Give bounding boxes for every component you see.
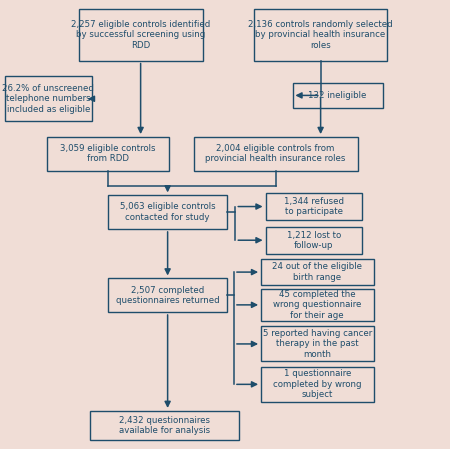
FancyBboxPatch shape bbox=[108, 278, 227, 312]
FancyBboxPatch shape bbox=[261, 289, 374, 321]
FancyBboxPatch shape bbox=[4, 76, 92, 121]
FancyBboxPatch shape bbox=[292, 83, 382, 108]
Text: 24 out of the eligible
birth range: 24 out of the eligible birth range bbox=[272, 262, 362, 282]
FancyBboxPatch shape bbox=[254, 9, 387, 61]
Text: 5 reported having cancer
therapy in the past
month: 5 reported having cancer therapy in the … bbox=[263, 329, 372, 359]
FancyBboxPatch shape bbox=[261, 367, 374, 402]
Text: 3,059 eligible controls
from RDD: 3,059 eligible controls from RDD bbox=[60, 144, 156, 163]
Text: 2,432 questionnaires
available for analysis: 2,432 questionnaires available for analy… bbox=[119, 416, 210, 435]
Text: 1,212 lost to
follow-up: 1,212 lost to follow-up bbox=[287, 230, 341, 250]
FancyBboxPatch shape bbox=[47, 137, 169, 171]
Text: 45 completed the
wrong questionnaire
for their age: 45 completed the wrong questionnaire for… bbox=[273, 290, 361, 320]
FancyBboxPatch shape bbox=[261, 326, 374, 361]
Text: 132 ineligible: 132 ineligible bbox=[308, 91, 367, 100]
FancyBboxPatch shape bbox=[90, 411, 238, 440]
Text: 26.2% of unscreened
telephone numbers
included as eligible: 26.2% of unscreened telephone numbers in… bbox=[2, 84, 94, 114]
Text: 1,344 refused
to participate: 1,344 refused to participate bbox=[284, 197, 344, 216]
FancyBboxPatch shape bbox=[194, 137, 358, 171]
Text: 1 questionnaire
completed by wrong
subject: 1 questionnaire completed by wrong subje… bbox=[273, 370, 361, 399]
Text: 5,063 eligible controls
contacted for study: 5,063 eligible controls contacted for st… bbox=[120, 202, 216, 222]
Text: 2,004 eligible controls from
provincial health insurance roles: 2,004 eligible controls from provincial … bbox=[206, 144, 346, 163]
FancyBboxPatch shape bbox=[261, 259, 374, 285]
FancyBboxPatch shape bbox=[79, 9, 202, 61]
Text: 2,136 controls randomly selected
by provincial health insurance
roles: 2,136 controls randomly selected by prov… bbox=[248, 20, 393, 50]
Text: 2,507 completed
questionnaires returned: 2,507 completed questionnaires returned bbox=[116, 286, 220, 305]
Text: 2,257 eligible controls identified
by successful screening using
RDD: 2,257 eligible controls identified by su… bbox=[71, 20, 210, 50]
FancyBboxPatch shape bbox=[266, 227, 362, 254]
FancyBboxPatch shape bbox=[266, 193, 362, 220]
FancyBboxPatch shape bbox=[108, 195, 227, 229]
